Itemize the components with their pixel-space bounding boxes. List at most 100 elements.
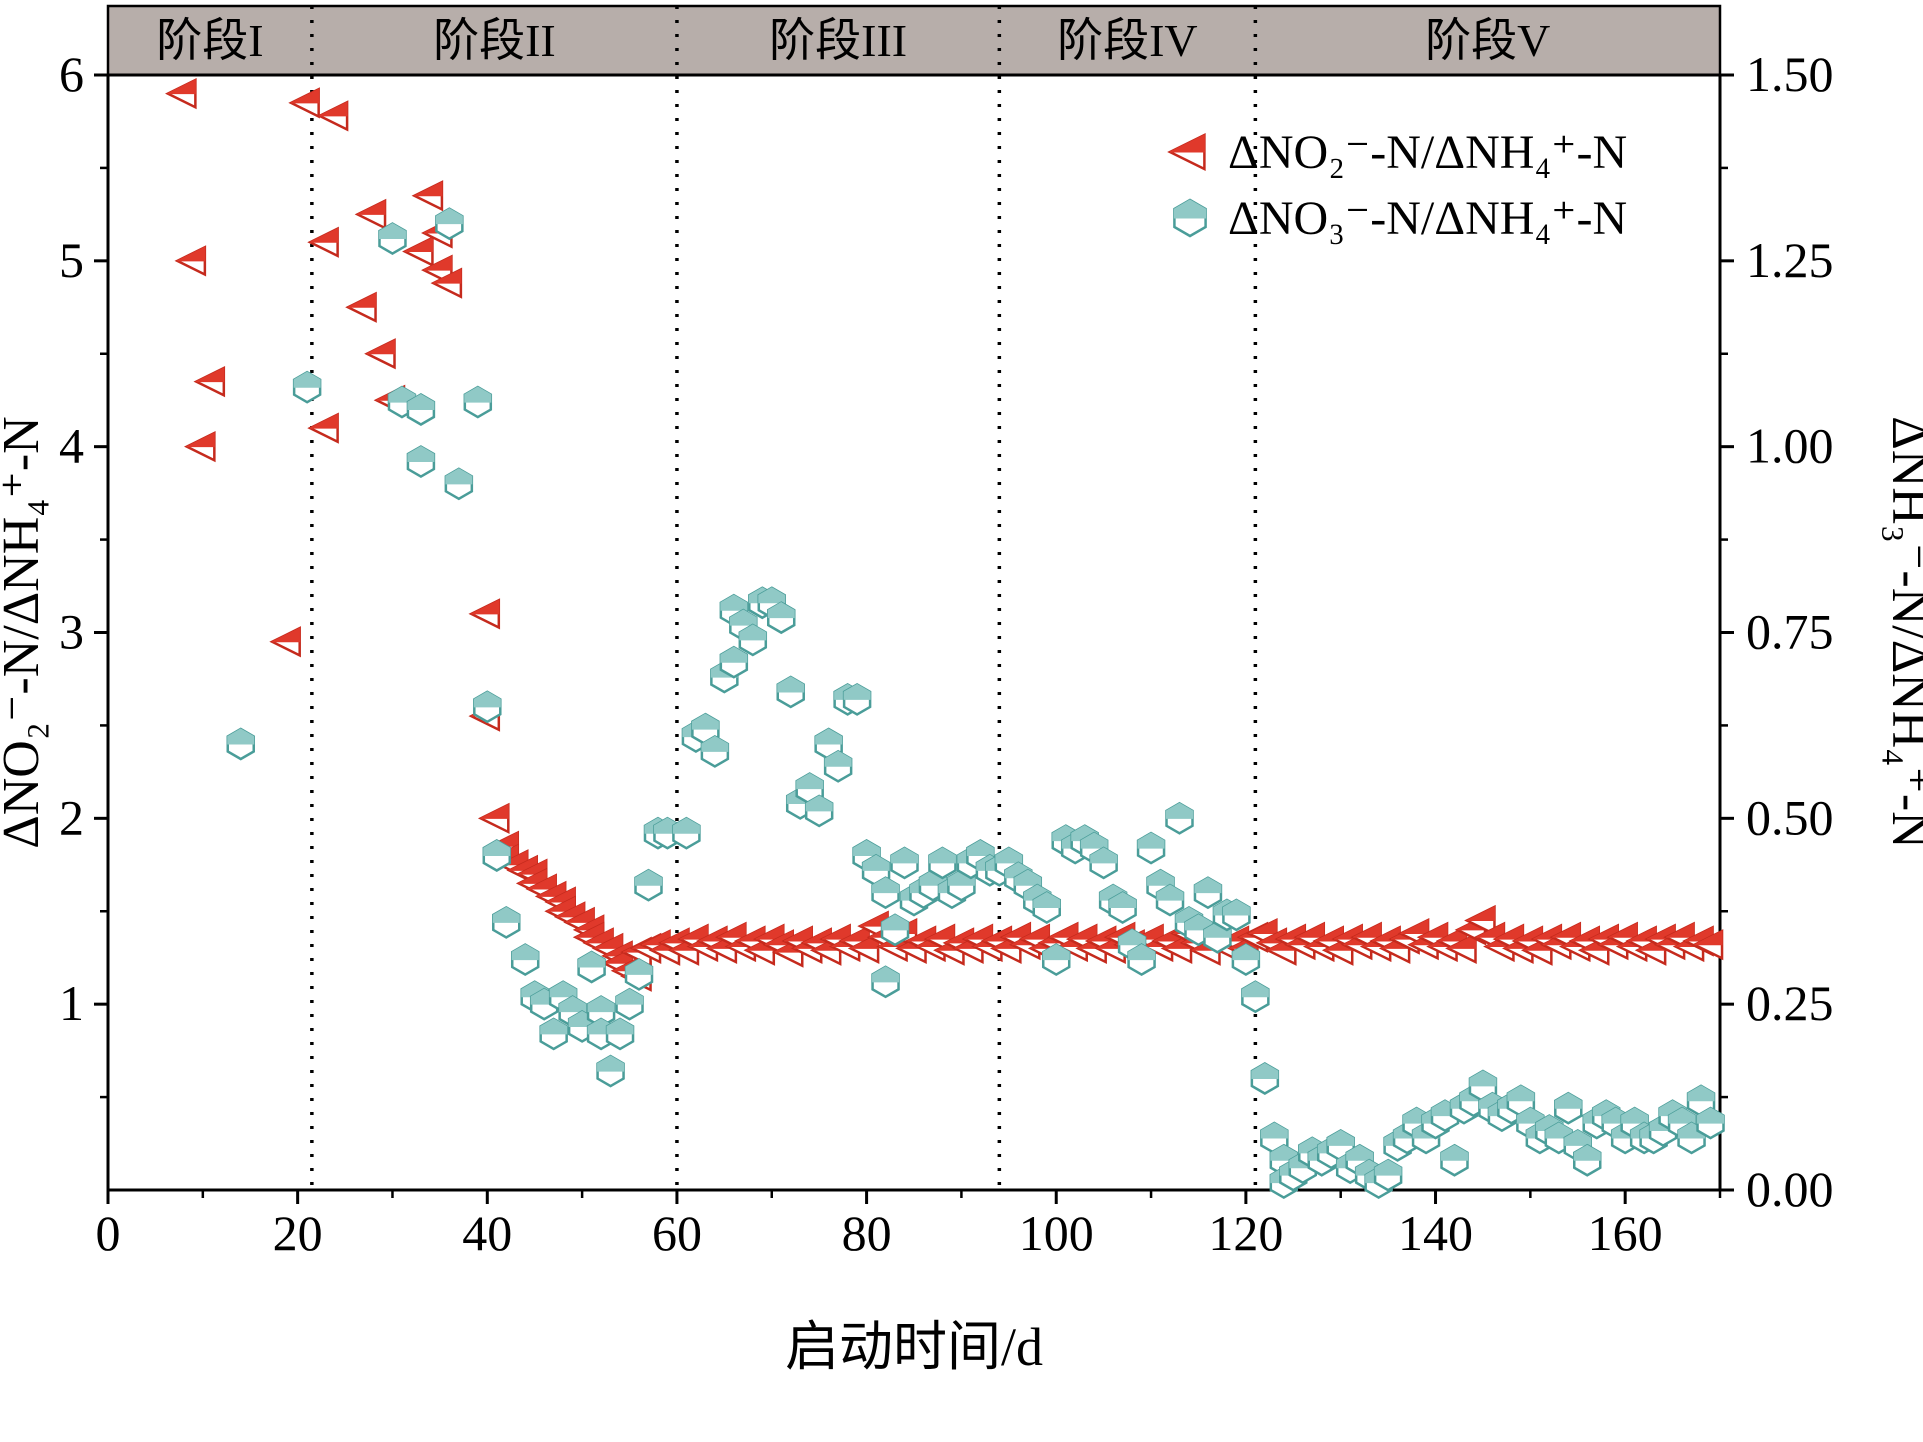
triangle-left-half-fill <box>1447 934 1476 949</box>
hexagon-half-fill <box>1697 1107 1725 1124</box>
series-no3-hexagons <box>226 207 1725 1200</box>
hexagon-half-fill <box>1251 1062 1279 1079</box>
hexagon-half-fill <box>587 996 615 1013</box>
x-tick-label: 100 <box>1019 1205 1094 1261</box>
triangle-left-half-fill <box>177 246 206 262</box>
hexagon-half-fill <box>1090 847 1118 864</box>
triangle-left-half-fill <box>964 924 993 940</box>
triangle-left-half-fill <box>347 292 377 308</box>
y-left-tick-label: 5 <box>59 232 84 288</box>
triangle-left-half-fill <box>546 887 576 903</box>
x-tick-label: 40 <box>462 1205 512 1261</box>
y-axis-right: 0.00 0.25 0.50 0.75 1.00 1.25 1.50 <box>1720 46 1834 1217</box>
hexagon-half-fill <box>1327 1129 1355 1146</box>
hexagon-half-fill <box>511 943 539 961</box>
hexagon-half-fill <box>1260 1122 1288 1139</box>
x-tick-label: 160 <box>1588 1205 1663 1261</box>
triangle-left-half-fill <box>1419 922 1448 938</box>
triangle-left-half-fill <box>1694 930 1723 946</box>
hexagon-half-fill <box>388 386 416 403</box>
y-right-tick-label: 0.75 <box>1746 604 1834 660</box>
hexagon-half-fill <box>1194 877 1222 894</box>
triangle-left-half-fill <box>1552 922 1581 938</box>
triangle-left-half-fill <box>309 413 339 429</box>
triangle-left-half-fill <box>1466 906 1495 922</box>
hexagon-half-fill <box>549 981 577 998</box>
triangle-left-half-fill <box>319 101 348 117</box>
triangle-left-half-fill <box>1608 922 1638 938</box>
y-right-tick-label: 0.50 <box>1746 789 1834 845</box>
triangle-left-half-fill <box>1002 922 1031 938</box>
y-left-axis-title: ΔNO₂⁻-N/ΔNH₄⁺-N <box>0 416 50 848</box>
hexagon-half-fill <box>483 839 511 856</box>
hexagon-half-fill <box>1033 891 1061 909</box>
triangle-left-half-fill <box>518 868 547 884</box>
hexagon-half-fill <box>1668 1107 1696 1124</box>
hexagon-half-fill <box>1507 1085 1535 1102</box>
hexagon-half-fill <box>293 371 321 388</box>
triangle-left-half-fill <box>1684 926 1714 942</box>
triangle-left-half-fill <box>290 88 320 104</box>
triangle-left-half-fill <box>471 599 500 615</box>
hexagon-half-fill <box>1469 1070 1497 1087</box>
hexagon-half-fill <box>891 847 919 864</box>
phase-label: 阶段III <box>769 15 907 66</box>
hexagon-half-fill <box>435 208 463 225</box>
hexagon-half-fill <box>1621 1107 1649 1124</box>
triangle-left-half-fill <box>414 181 443 197</box>
hexagon-half-fill <box>1184 914 1212 931</box>
hexagon-half-fill <box>739 624 767 641</box>
hexagon-half-fill <box>1222 899 1250 916</box>
hexagon-half-fill <box>473 691 501 708</box>
x-tick-label: 140 <box>1398 1205 1473 1261</box>
triangle-left-half-fill <box>309 227 339 243</box>
hexagon-half-fill <box>578 951 606 968</box>
hexagon-half-fill <box>701 735 729 752</box>
hexagon-half-fill <box>1687 1085 1715 1102</box>
hexagon-half-fill <box>1118 929 1146 946</box>
hexagon-half-fill <box>1173 199 1207 219</box>
hexagon-half-fill <box>1156 884 1184 901</box>
y-right-tick-label: 0.25 <box>1746 975 1834 1031</box>
hexagon-half-fill <box>1166 802 1193 819</box>
hexagon-half-fill <box>672 817 700 834</box>
triangle-left-half-fill <box>556 902 585 918</box>
hexagon-half-fill <box>635 869 662 886</box>
triangle-left-half-fill <box>1495 924 1524 940</box>
hexagon-half-fill <box>1080 832 1108 849</box>
hexagon-half-fill <box>843 683 871 700</box>
triangle-left-half-fill <box>527 874 557 890</box>
hexagon-half-fill <box>777 676 805 693</box>
triangle-left-half-fill <box>433 268 462 284</box>
y-left-tick-label: 3 <box>59 604 84 660</box>
hexagon-half-fill <box>1137 832 1165 849</box>
hexagon-half-fill <box>227 728 255 745</box>
hexagon-half-fill <box>1014 869 1042 886</box>
y-left-tick-label: 6 <box>59 46 84 102</box>
hexagon-half-fill <box>1554 1092 1582 1109</box>
triangle-left-half-fill <box>783 926 813 942</box>
hexagon-half-fill <box>928 847 956 864</box>
hexagon-half-fill <box>1564 1129 1592 1146</box>
y-right-tick-label: 1.00 <box>1746 418 1834 474</box>
triangle-left-half-fill <box>167 79 196 95</box>
hexagon-half-fill <box>1042 943 1070 961</box>
triangle-left-half-fill <box>565 907 595 923</box>
triangle-left-half-fill <box>1049 922 1078 938</box>
hexagon-half-fill <box>872 877 900 894</box>
hexagon-half-fill <box>625 958 653 975</box>
y-left-tick-label: 2 <box>59 789 84 845</box>
y-left-tick-label: 4 <box>59 418 84 474</box>
hexagon-half-fill <box>492 906 520 923</box>
hexagon-half-fill <box>805 795 833 812</box>
hexagon-half-fill <box>606 1018 634 1035</box>
hexagon-half-fill <box>862 854 890 871</box>
x-tick-label: 0 <box>96 1205 121 1261</box>
hexagon-half-fill <box>445 468 473 485</box>
y-right-tick-label: 1.25 <box>1746 232 1834 288</box>
triangle-left-half-fill <box>821 924 851 940</box>
triangle-left-half-fill <box>357 199 386 215</box>
triangle-left-half-fill <box>1068 924 1097 940</box>
